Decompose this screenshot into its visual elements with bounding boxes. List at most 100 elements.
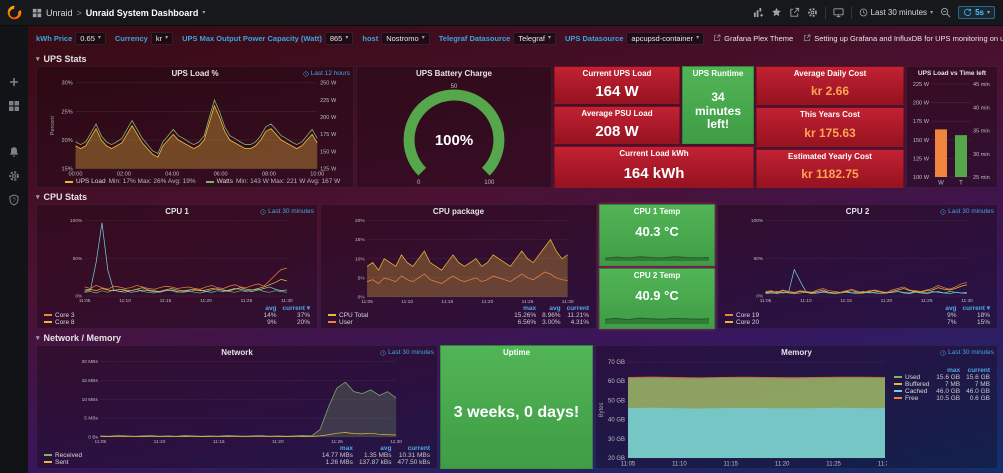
legend-value: 14.77 MBs	[321, 452, 353, 459]
legend-col-header[interactable]: avg	[265, 305, 277, 312]
clock-icon	[260, 208, 266, 215]
panel-title[interactable]: CPU 1 Temp	[633, 207, 681, 216]
help-shield-icon[interactable]: ?	[8, 194, 20, 206]
legend-col-header[interactable]: avg	[380, 445, 392, 452]
legend-value: 477.50 kBs	[397, 459, 430, 466]
legend-row[interactable]: Core 3 14% 37%	[41, 312, 313, 319]
panel-title[interactable]: CPU 2 Temp	[633, 270, 681, 280]
chevron-down-icon[interactable]: ▾	[202, 9, 206, 16]
settings-gear-icon[interactable]	[807, 7, 818, 18]
panel-title[interactable]: Estimated Yearly Cost	[788, 151, 872, 161]
panel-average-psu-load: Average PSU Load 208 W	[554, 106, 680, 144]
link-ups-monitoring-guide[interactable]: Setting up Grafana and InfluxDB for UPS …	[803, 34, 1003, 43]
legend-col-header[interactable]: max	[947, 367, 961, 374]
svg-text:150 W: 150 W	[320, 149, 337, 155]
legend-col-header[interactable]: current ▾	[962, 305, 990, 312]
ups-load-chart[interactable]: 30% 25% 20% 15% 250 W 225 W 200 W 175 W 150 W 125…	[37, 80, 353, 178]
legend-row[interactable]: Cached 46.0 GB 46.0 GB	[891, 388, 993, 395]
cpu2-chart[interactable]: 100% 50% 0%11:05 11:10 11:15 11:20 11:25 11:30	[718, 218, 997, 304]
link-grafana-plex-theme[interactable]: Grafana Plex Theme	[713, 34, 793, 43]
panel-title[interactable]: UPS Load vs Time left	[917, 70, 987, 77]
panel-title[interactable]: CPU package	[432, 207, 485, 216]
panel-title-text: UPS Load %	[171, 69, 219, 78]
breadcrumb-title[interactable]: Unraid System Dashboard	[85, 7, 199, 18]
variable-value-dropdown[interactable]: apcupsd-container ▾	[626, 31, 705, 45]
legend-col-header[interactable]: max	[339, 445, 353, 452]
svg-text:20 MBs: 20 MBs	[82, 359, 99, 365]
breadcrumb-folder[interactable]: Unraid	[46, 7, 73, 18]
legend-row[interactable]: Core 20 7% 15%	[722, 319, 993, 326]
panel-title[interactable]: CPU 1 Last 30 minutes	[37, 205, 317, 218]
panel-title[interactable]: UPS Runtime	[692, 69, 744, 78]
svg-text:20 GB: 20 GB	[608, 456, 625, 462]
share-icon[interactable]	[789, 7, 800, 18]
grafana-logo[interactable]	[0, 0, 28, 26]
legend-row[interactable]: Received 14.77 MBs 1.35 MBs 10.31 MBs	[41, 452, 433, 459]
legend-row[interactable]: Buffered 7 MB 7 MB	[891, 381, 993, 388]
configuration-gear-icon[interactable]	[8, 170, 20, 182]
panel-title[interactable]: CPU 2 Last 30 minutes	[718, 205, 997, 218]
legend-row[interactable]: User 6.56% 3.00% 4.31%	[325, 319, 592, 326]
legend-col-header[interactable]: current	[967, 367, 990, 374]
legend-value: 20%	[296, 319, 310, 326]
time-range-picker[interactable]: Last 30 minutes ▾	[859, 8, 933, 17]
panel-title[interactable]: Network Last 30 minutes	[37, 346, 437, 359]
legend-value: 15.26%	[514, 312, 537, 319]
plus-icon[interactable]	[8, 76, 20, 88]
left-sidebar: ?	[0, 26, 28, 473]
stat-value: 40.9 °C	[635, 287, 679, 303]
cycle-view-monitor-icon[interactable]	[833, 7, 844, 18]
legend-row[interactable]: Core 8 9% 20%	[41, 319, 313, 326]
legend-col-header[interactable]: max	[523, 305, 537, 312]
legend-item[interactable]: UPS Load Min: 17% Max: 26% Avg: 19%	[65, 178, 196, 185]
svg-text:11:20: 11:20	[881, 298, 893, 304]
variable-value-dropdown[interactable]: 0.65 ▾	[75, 31, 106, 45]
add-panel-icon[interactable]	[753, 7, 764, 18]
legend-item[interactable]: Watts Min: 143 W Max: 221 W Avg: 167 W	[205, 178, 340, 185]
row-chevron-icon: ▾	[36, 334, 40, 342]
legend-row[interactable]: Core 19 9% 18%	[722, 312, 993, 319]
alerting-bell-icon[interactable]	[8, 146, 20, 158]
legend-col-header[interactable]: current	[407, 445, 430, 452]
variable-value-dropdown[interactable]: kr ▾	[150, 31, 174, 45]
zoom-out-icon[interactable]	[940, 7, 951, 18]
panel-title[interactable]: UPS Battery Charge	[415, 69, 493, 78]
panel-title[interactable]: Average PSU Load	[581, 109, 653, 118]
cpu-package-chart[interactable]: 20% 15% 10% 5% 0%11:05 11:10 11:15 11:20 11:25 11…	[321, 218, 596, 305]
star-icon[interactable]	[771, 7, 782, 18]
legend-col-header[interactable]: avg	[945, 305, 957, 312]
legend-row[interactable]: Used 15.6 GB 15.6 GB	[891, 374, 993, 381]
dashboards-icon[interactable]	[8, 100, 20, 112]
svg-text:100%: 100%	[70, 218, 83, 224]
legend-col-header[interactable]: current ▾	[282, 305, 310, 312]
panel-title[interactable]: Memory Last 30 minutes	[596, 346, 997, 359]
svg-text:11:10: 11:10	[800, 298, 812, 304]
variable-value-dropdown[interactable]: Telegraf ▾	[513, 31, 557, 45]
panel-title[interactable]: Current Load kWh	[619, 149, 689, 158]
legend-col-header[interactable]: current	[566, 305, 589, 312]
series-color-swatch	[725, 321, 733, 324]
panel-title[interactable]: UPS Load % Last 12 hours	[37, 67, 353, 80]
panel-title[interactable]: Average Daily Cost	[793, 69, 867, 78]
cpu1-chart[interactable]: 100% 50% 0%11:05 11:10 11:15 11:20 11:25 11:30	[37, 218, 317, 304]
variable-value: apcupsd-container	[631, 33, 694, 43]
variable-value-dropdown[interactable]: 865 ▾	[324, 31, 354, 45]
row-header-cpu-stats[interactable]: ▾ CPU Stats	[36, 189, 998, 204]
row-header-ups-stats[interactable]: ▾ UPS Stats	[36, 51, 998, 66]
variable-value-dropdown[interactable]: Nostromo ▾	[381, 31, 430, 45]
panel-title[interactable]: This Years Cost	[800, 110, 860, 120]
legend-row[interactable]: Free 10.5 GB 0.6 GB	[891, 395, 993, 402]
battery-gauge-chart[interactable]: 100% 0 50 100	[357, 80, 551, 187]
legend-row[interactable]: Sent 1.26 MBs 137.87 kBs 477.50 kBs	[41, 459, 433, 466]
legend-col-header[interactable]: avg	[549, 305, 561, 312]
ups-vs-time-bar-chart[interactable]: 225 W 200 W 175 W 150 W 125 W 100 W 45 min 40 m…	[907, 80, 997, 187]
series-name: UPS Load	[76, 178, 106, 185]
legend-row[interactable]: CPU Total 15.26% 8.96% 11.21%	[325, 312, 592, 319]
panel-title[interactable]: Uptime	[502, 348, 531, 357]
row-header-network-memory[interactable]: ▾ Network / Memory	[36, 330, 998, 345]
refresh-picker[interactable]: 5s ▾	[958, 6, 995, 19]
time-override-label: Last 30 minutes	[948, 208, 994, 215]
panel-title[interactable]: Current UPS Load	[582, 69, 652, 78]
